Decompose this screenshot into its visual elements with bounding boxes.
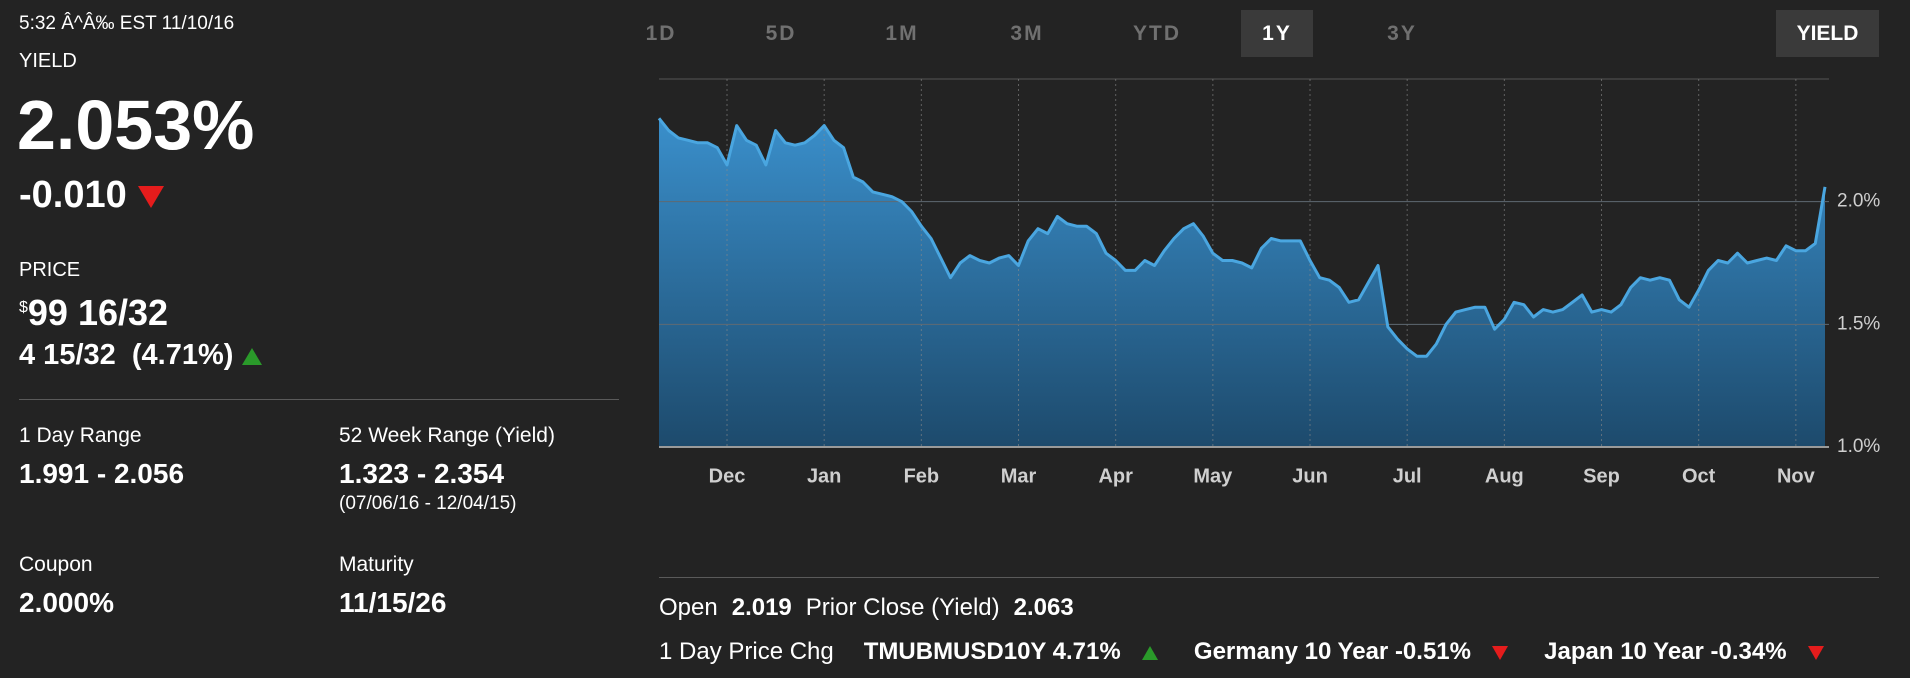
area-fill — [659, 118, 1825, 448]
x-tick-label: Jun — [1292, 465, 1328, 487]
yield-label: YIELD — [19, 50, 77, 72]
open-value: 2.019 — [731, 594, 792, 621]
timestamp: 5:32 Â^Â‰ EST 11/10/16 — [19, 13, 235, 34]
mover: Japan 10 Year -0.34% — [1544, 638, 1838, 665]
mover-name: TMUBMUSD10Y 4.71% — [863, 638, 1121, 665]
movers-label: 1 Day Price Chg — [659, 638, 834, 665]
yield-toggle[interactable]: YIELD — [1776, 10, 1879, 57]
stat-value: 2.000% — [19, 587, 114, 618]
mover-name: Japan 10 Year -0.34% — [1544, 638, 1787, 665]
mover-name: Germany 10 Year -0.51% — [1193, 638, 1471, 665]
stat-value: 11/15/26 — [339, 587, 447, 618]
chart: Dec Jan Feb Mar Apr May Jun Jul Aug Sep Oct Nov 1.0%… — [657, 78, 1880, 487]
yield-change-row: -0.010 — [19, 174, 165, 216]
range-tab[interactable]: 3Y — [1387, 22, 1417, 45]
x-tick-label: Sep — [1583, 465, 1620, 487]
x-tick-label: Apr — [1098, 465, 1133, 487]
stat-label: Maturity — [339, 553, 414, 576]
mover: TMUBMUSD10Y 4.71% — [864, 638, 1172, 665]
divider — [659, 577, 1879, 578]
x-tick-label: Jul — [1393, 465, 1422, 487]
prior-close-label: Prior Close (Yield) — [805, 594, 1000, 621]
y-tick-label: 1.5% — [1837, 313, 1880, 334]
range-tab[interactable]: 1M — [885, 22, 919, 45]
x-tick-label: Nov — [1777, 465, 1816, 487]
stat-value: 1.323 - 2.354 — [339, 458, 505, 489]
yield-change: -0.010 — [19, 174, 127, 216]
x-tick-label: Dec — [709, 465, 746, 487]
direction-arrow — [1141, 645, 1158, 660]
y-tick-label: 1.0% — [1837, 436, 1880, 457]
stat-value: 1.991 - 2.056 — [19, 458, 185, 489]
x-tick-label: Oct — [1682, 465, 1716, 487]
yield-value: 2.053% — [17, 86, 255, 164]
stat-label: Coupon — [19, 553, 93, 576]
direction-arrow — [1492, 645, 1509, 660]
stat-label: 1 Day Range — [19, 424, 142, 447]
x-tick-label: Feb — [904, 465, 940, 487]
price-change-pct: (4.71%) — [131, 339, 234, 371]
range-tab[interactable]: YTD — [1133, 22, 1181, 45]
price-label: PRICE — [19, 259, 81, 281]
open-label: Open — [659, 594, 718, 621]
summary-row: Open 2.019 Prior Close (Yield) 2.063 — [659, 596, 1088, 620]
price-change-row: 4 15/32 (4.71%) — [19, 339, 263, 371]
movers-row: 1 Day Price Chg TMUBMUSD10Y 4.71% Germany … — [659, 640, 1860, 664]
range-tab[interactable]: 3M — [1010, 22, 1044, 45]
price: 99 16/32 — [27, 292, 169, 333]
y-tick-label: 2.0% — [1837, 191, 1880, 212]
x-tick-label: May — [1193, 465, 1233, 487]
stat-label: 52 Week Range (Yield) — [339, 424, 555, 447]
mover: Germany 10 Year -0.51% — [1194, 638, 1522, 665]
x-tick-label: Jan — [807, 465, 841, 487]
direction-arrow — [1807, 645, 1824, 660]
x-tick-label: Aug — [1485, 465, 1524, 487]
range-tab[interactable]: 1Y — [1241, 10, 1313, 57]
stat-note: (07/06/16 - 12/04/15) — [339, 493, 517, 514]
range-tab[interactable]: 1D — [645, 22, 677, 45]
price-row: $99 16/32 — [19, 295, 168, 331]
yield-line — [657, 117, 1827, 358]
divider — [19, 399, 619, 400]
range-tab[interactable]: 5D — [765, 22, 797, 45]
currency: $ — [19, 299, 28, 316]
price-change: 4 15/32 — [19, 339, 116, 371]
x-tick-label: Mar — [1001, 465, 1037, 487]
direction-arrow — [138, 185, 165, 208]
prior-close-value: 2.063 — [1013, 594, 1074, 621]
direction-arrow — [242, 347, 263, 365]
